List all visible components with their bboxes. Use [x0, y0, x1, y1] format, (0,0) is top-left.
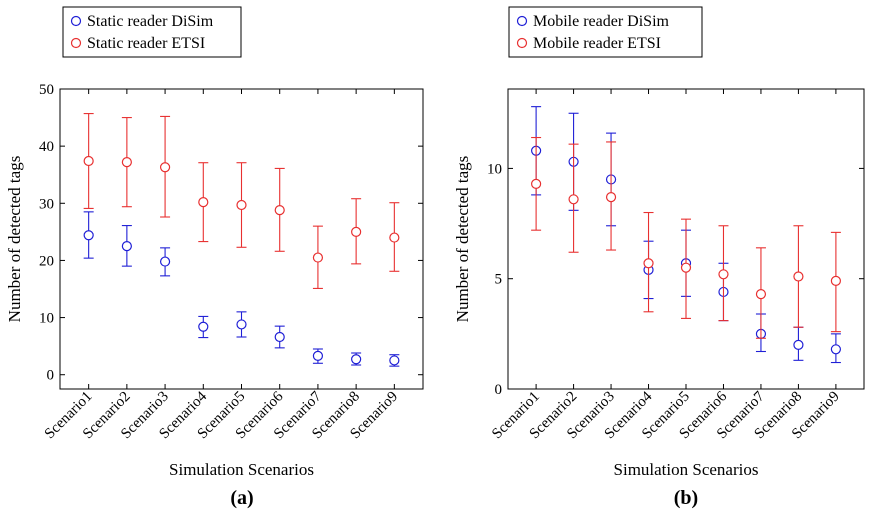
y-axis-label: Number of detected tags: [5, 156, 24, 323]
data-point: [643, 258, 654, 269]
data-point: [274, 331, 285, 343]
y-tick-label: 30: [39, 196, 54, 212]
legend-marker: [516, 37, 528, 49]
legend-entry: Mobile reader DiSim: [533, 13, 670, 30]
legend-box: [508, 6, 703, 58]
legend-marker: [70, 37, 82, 49]
data-point: [121, 157, 132, 168]
series-disim: [83, 211, 400, 367]
data-point: [198, 197, 209, 208]
y-tick-label: 40: [39, 139, 54, 155]
legend-marker: [516, 15, 528, 27]
data-point: [793, 339, 804, 350]
data-point: [830, 344, 841, 355]
data-point: [198, 321, 209, 332]
data-point: [121, 241, 132, 252]
data-point: [680, 262, 692, 273]
data-point: [351, 226, 362, 237]
data-point: [351, 354, 362, 365]
x-axis-label: Simulation Scenarios: [169, 460, 314, 479]
x-axis-label: Simulation Scenarios: [614, 460, 759, 479]
chart-panel-b: 0510Scenario1Scenario2Scenario3Scenario4…: [453, 6, 865, 509]
y-axis-label: Number of detected tags: [453, 156, 472, 323]
data-point: [755, 289, 767, 300]
y-tick-label: 10: [487, 161, 502, 177]
data-point: [312, 350, 324, 361]
data-point: [83, 230, 94, 241]
data-point: [159, 256, 171, 267]
legend: Static reader DiSim Static reader ETSI: [62, 6, 242, 58]
data-point: [830, 275, 841, 287]
data-point: [389, 355, 400, 366]
panel-label: (b): [674, 487, 698, 509]
series-etsi: [531, 136, 841, 339]
y-tick-label: 5: [495, 272, 503, 288]
data-point: [236, 199, 247, 211]
legend-box: [62, 6, 242, 58]
data-point: [312, 252, 324, 263]
series-etsi: [83, 113, 400, 289]
data-point: [793, 271, 804, 282]
data-point: [531, 178, 542, 189]
y-tick-label: 50: [39, 82, 54, 98]
legend-entry: Static reader ETSI: [87, 35, 205, 52]
y-tick-label: 0: [47, 368, 55, 384]
data-point: [568, 194, 579, 205]
data-point: [274, 205, 285, 216]
y-tick-label: 10: [39, 311, 54, 327]
data-point: [83, 155, 94, 167]
data-point: [718, 269, 729, 280]
y-tick-label: 20: [39, 253, 54, 269]
legend-entry: Static reader DiSim: [87, 13, 214, 30]
legend: Mobile reader DiSim Mobile reader ETSI: [508, 6, 703, 58]
legend-marker: [70, 15, 82, 27]
data-point: [389, 232, 400, 243]
legend-entry: Mobile reader ETSI: [533, 35, 661, 52]
chart-panel-a: 01020304050Scenario1Scenario2Scenario3Sc…: [5, 6, 424, 509]
data-point: [236, 319, 247, 330]
data-point: [605, 191, 617, 203]
panel-label: (a): [230, 487, 253, 509]
y-tick-label: 0: [495, 382, 503, 398]
data-point: [159, 162, 171, 173]
